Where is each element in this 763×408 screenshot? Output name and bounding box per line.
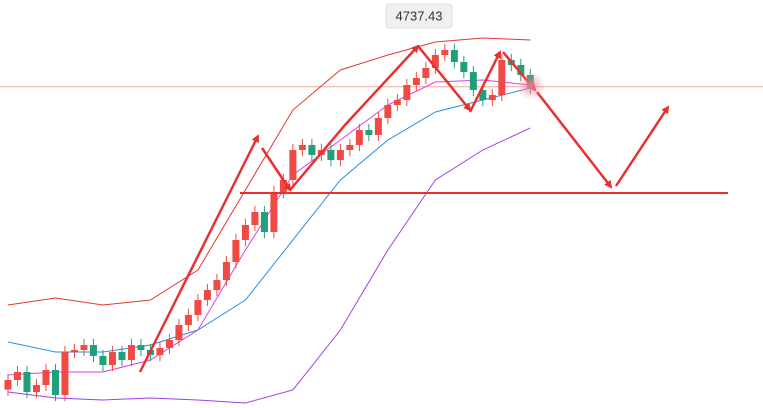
arrow	[260, 147, 292, 192]
candle-body	[232, 239, 240, 263]
candle-body	[184, 314, 192, 325]
candle-body	[422, 68, 430, 78]
candle-body	[327, 150, 335, 161]
candle-body	[412, 77, 420, 85]
candle-body	[498, 59, 506, 95]
candle-body	[165, 340, 173, 349]
candle-body	[108, 352, 116, 366]
candle-body	[32, 385, 40, 393]
annotations	[138, 44, 728, 373]
arrow	[536, 91, 613, 189]
candle-body	[346, 144, 354, 151]
indicator-line	[7, 87, 531, 353]
indicator-line	[7, 127, 531, 404]
arrow	[138, 134, 260, 373]
arrow	[417, 45, 472, 112]
candle-body	[289, 150, 297, 180]
candle-body	[241, 225, 249, 240]
candle-body	[118, 352, 126, 360]
candle-body	[80, 345, 88, 350]
candle-body	[308, 144, 316, 155]
current-glow	[517, 72, 545, 100]
candle-body	[517, 65, 525, 76]
candle-body	[355, 130, 363, 145]
candle-body	[61, 352, 69, 396]
candle-body	[4, 379, 12, 390]
candle-body	[99, 355, 107, 366]
candle-body	[13, 372, 21, 380]
candle-body	[393, 100, 401, 105]
arrow	[468, 50, 502, 113]
price-tag: 4737.43	[385, 3, 453, 29]
arrow	[289, 44, 420, 191]
indicator-line	[7, 37, 531, 306]
candle-body	[336, 150, 344, 161]
candle-body	[89, 345, 97, 356]
candle-body	[270, 192, 278, 233]
candle-body	[51, 369, 59, 396]
candle-body	[194, 300, 202, 315]
candle-body	[365, 130, 373, 135]
candle-body	[23, 372, 31, 393]
price-tag-box	[385, 3, 453, 29]
candle-body	[70, 349, 78, 353]
candle-body	[127, 345, 135, 360]
candle-body	[384, 104, 392, 118]
arrow	[614, 105, 670, 187]
candle-body	[431, 55, 439, 68]
candle-body	[222, 262, 230, 281]
candle-body	[488, 94, 496, 101]
candle-body	[450, 49, 458, 63]
candle-body	[260, 212, 268, 233]
candle-body	[298, 144, 306, 151]
candle-body	[175, 324, 183, 340]
candle-body	[203, 290, 211, 301]
indicator-line	[7, 79, 531, 376]
candle-body	[479, 90, 487, 101]
candle-body	[374, 117, 382, 135]
plot	[0, 37, 763, 404]
candle-body	[251, 212, 259, 226]
candle-body	[42, 369, 50, 386]
candle-body	[156, 348, 164, 356]
candle-body	[213, 280, 221, 291]
candle-body	[441, 49, 449, 56]
candle-body	[403, 85, 411, 101]
candle-body	[137, 345, 145, 350]
price-tag-text: 4737.43	[396, 8, 443, 23]
candle-body	[469, 72, 477, 91]
candle-body	[460, 62, 468, 73]
